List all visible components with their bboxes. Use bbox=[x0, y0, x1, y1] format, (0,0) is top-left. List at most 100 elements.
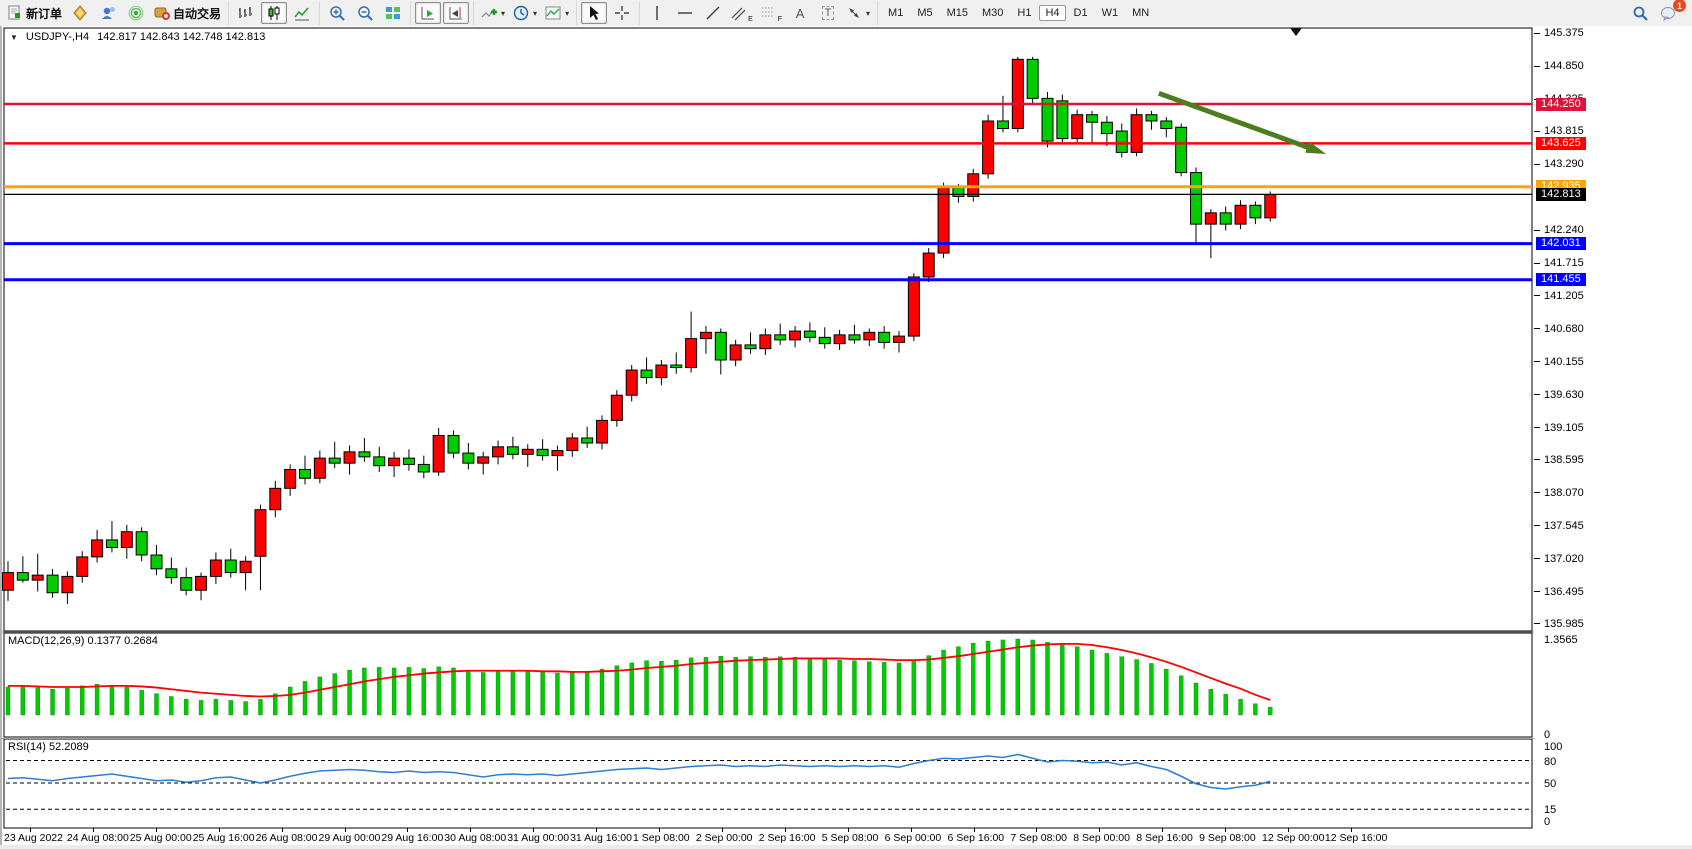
candle-body bbox=[1234, 204, 1247, 225]
time-tick-label[interactable]: 29 Aug 00:00 bbox=[318, 832, 381, 844]
time-tick-label[interactable]: 24 Aug 08:00 bbox=[66, 832, 129, 844]
time-tick-label[interactable]: 30 Aug 08:00 bbox=[444, 832, 507, 844]
horizontal-line-button[interactable] bbox=[672, 2, 698, 24]
price-tick-label: 140.680 bbox=[1544, 322, 1584, 335]
macd-histogram-bar bbox=[674, 659, 679, 716]
macd-histogram-bar bbox=[391, 667, 397, 716]
timeframe-button-m30[interactable]: M30 bbox=[982, 7, 1004, 19]
candle-body bbox=[61, 575, 74, 594]
trend-arrow-head[interactable] bbox=[1305, 141, 1327, 155]
text-button[interactable]: A bbox=[787, 2, 813, 24]
macd-histogram-bar bbox=[1149, 663, 1154, 716]
channel-button[interactable]: E bbox=[728, 2, 756, 24]
chart-shift-marker-icon[interactable] bbox=[1290, 28, 1302, 36]
signals-button[interactable] bbox=[123, 2, 149, 24]
time-tick-mark bbox=[1099, 828, 1101, 832]
candle-body bbox=[76, 556, 89, 577]
candle-body bbox=[165, 568, 178, 579]
time-tick-label[interactable]: 31 Aug 00:00 bbox=[507, 832, 570, 844]
macd-histogram-bar bbox=[1208, 689, 1214, 716]
candle-body bbox=[996, 120, 1009, 130]
time-tick-label[interactable]: 12 Sep 16:00 bbox=[1324, 832, 1388, 844]
time-tick-label[interactable]: 2 Sep 00:00 bbox=[695, 832, 753, 844]
timeframe-button-m1[interactable]: M1 bbox=[888, 7, 904, 19]
time-tick-label[interactable]: 25 Aug 16:00 bbox=[192, 832, 255, 844]
timeframe-button-w1[interactable]: W1 bbox=[1101, 7, 1119, 19]
timeframe-button-h1[interactable]: H1 bbox=[1017, 7, 1032, 19]
chart-shift-button[interactable] bbox=[443, 2, 470, 24]
line-chart-button[interactable] bbox=[289, 2, 315, 24]
time-scale[interactable]: 23 Aug 2022 24 Aug 08:00 25 Aug 00:00 25 Au… bbox=[2, 828, 1534, 845]
periods-clock-icon bbox=[513, 5, 529, 21]
candle-body bbox=[803, 330, 816, 338]
auto-scroll-button[interactable] bbox=[415, 2, 442, 24]
candle-body bbox=[640, 369, 653, 379]
text-label-button[interactable]: T bbox=[815, 2, 841, 24]
vertical-line-button[interactable] bbox=[644, 2, 670, 24]
time-tick-label[interactable]: 23 Aug 2022 bbox=[4, 832, 63, 844]
timeframe-button-m15[interactable]: M15 bbox=[946, 7, 969, 19]
candlestick-chart-button[interactable] bbox=[261, 2, 288, 24]
macd-histogram-bar bbox=[80, 685, 85, 716]
time-tick-mark bbox=[1036, 828, 1038, 832]
search-button[interactable] bbox=[1627, 2, 1653, 24]
crosshair-button[interactable] bbox=[609, 2, 635, 24]
autotrading-icon bbox=[154, 7, 171, 20]
time-tick-label[interactable]: 8 Sep 16:00 bbox=[1136, 832, 1193, 844]
chart-collapse-icon[interactable]: ▼ bbox=[10, 32, 18, 42]
trend-arrow[interactable] bbox=[1158, 90, 1316, 153]
candle-body bbox=[358, 451, 371, 458]
timeframe-button-mn[interactable]: MN bbox=[1132, 7, 1150, 19]
rsi-scale-tick: 15 bbox=[1544, 804, 1557, 817]
trendline-button[interactable] bbox=[700, 2, 726, 24]
time-tick-mark bbox=[910, 828, 912, 832]
macd-pane[interactable] bbox=[3, 632, 1533, 738]
zoom-out-button[interactable] bbox=[352, 2, 378, 24]
price-tick-mark bbox=[1534, 65, 1540, 67]
time-tick-label[interactable]: 6 Sep 16:00 bbox=[947, 832, 1005, 844]
arrows-button[interactable]: ▾ bbox=[843, 2, 873, 24]
candle-body bbox=[209, 559, 222, 577]
chart-canvas[interactable] bbox=[2, 26, 1534, 829]
autotrading-button[interactable]: 自动交易 bbox=[151, 2, 224, 24]
time-tick-label[interactable]: 5 Sep 08:00 bbox=[821, 832, 879, 844]
tile-windows-button[interactable] bbox=[380, 2, 406, 24]
time-tick-label[interactable]: 8 Sep 00:00 bbox=[1073, 832, 1130, 844]
time-tick-label[interactable]: 25 Aug 00:00 bbox=[129, 832, 192, 844]
metaeditor-button[interactable] bbox=[67, 2, 93, 24]
periods-button[interactable]: ▾ bbox=[510, 2, 540, 24]
time-tick-label[interactable]: 7 Sep 08:00 bbox=[1010, 832, 1068, 844]
chat-bubble-icon bbox=[1660, 7, 1675, 21]
indicators-button[interactable]: ▾ bbox=[478, 2, 508, 24]
notifications-button[interactable]: 1 bbox=[1655, 0, 1686, 24]
time-tick-label[interactable]: 9 Sep 08:00 bbox=[1199, 832, 1256, 844]
timeframe-button-h4[interactable]: H4 bbox=[1039, 5, 1066, 21]
time-tick-label[interactable]: 26 Aug 08:00 bbox=[255, 832, 318, 844]
templates-button[interactable]: ▾ bbox=[542, 2, 572, 24]
time-tick-label[interactable]: 31 Aug 16:00 bbox=[570, 832, 632, 844]
time-tick-label[interactable]: 29 Aug 16:00 bbox=[381, 832, 444, 844]
macd-histogram-bar bbox=[1045, 642, 1050, 716]
fibonacci-button[interactable]: F bbox=[758, 2, 785, 24]
price-scale[interactable]: 145.375144.850144.325143.815143.290142.2… bbox=[1534, 26, 1692, 845]
price-tick-label: 140.155 bbox=[1544, 355, 1584, 368]
timeframe-button-d1[interactable]: D1 bbox=[1073, 7, 1088, 19]
level-price-label: 143.625 bbox=[1536, 136, 1586, 150]
cursor-button[interactable] bbox=[581, 2, 608, 24]
main-pane[interactable] bbox=[3, 27, 1533, 632]
price-tick-mark bbox=[1534, 295, 1540, 297]
macd-histogram-bar bbox=[481, 672, 486, 716]
zoom-in-button[interactable] bbox=[324, 2, 350, 24]
macd-histogram-bar bbox=[570, 672, 575, 716]
time-tick-label[interactable]: 2 Sep 16:00 bbox=[758, 832, 816, 844]
timeframe-button-m5[interactable]: M5 bbox=[917, 7, 933, 19]
community-button[interactable] bbox=[95, 2, 121, 24]
time-tick-label[interactable]: 6 Sep 00:00 bbox=[884, 832, 942, 844]
time-tick-label[interactable]: 12 Sep 00:00 bbox=[1262, 832, 1325, 844]
time-tick-label[interactable]: 1 Sep 08:00 bbox=[633, 832, 690, 844]
new-order-button[interactable]: 新订单 bbox=[4, 2, 65, 24]
macd-histogram-bar bbox=[228, 700, 233, 716]
macd-histogram-bar bbox=[50, 689, 55, 716]
time-tick-mark bbox=[847, 828, 849, 832]
bar-chart-button[interactable] bbox=[233, 2, 259, 24]
